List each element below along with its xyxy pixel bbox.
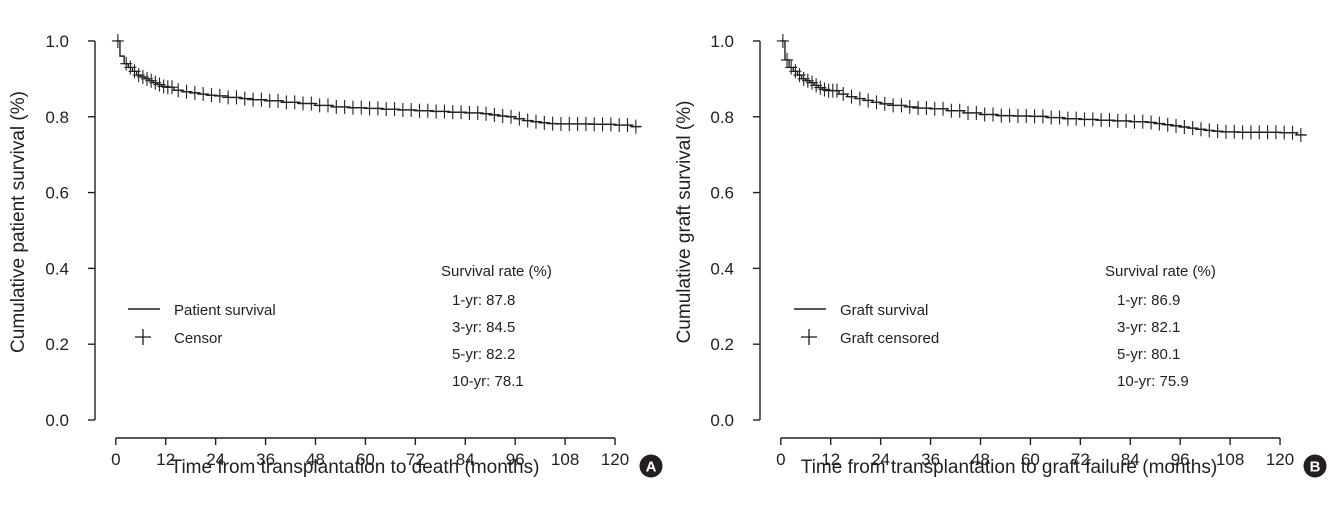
censor-marks [111,33,642,134]
x-tick-label: 24 [206,450,225,469]
km-survival-curve [115,40,641,128]
y-tick-label: 0.0 [45,411,69,430]
survival-rate-3yr: 3-yr: 82.1 [1117,319,1180,336]
x-axis-title: Time from transplantation to graft failu… [801,457,1217,478]
panel-badge-circle [639,454,663,478]
y-tick-label: 1.0 [45,32,69,51]
y-tick-label: 0.2 [710,335,734,354]
legend-label-survival: Graft survival [840,302,928,319]
x-tick-label: 60 [1021,450,1040,469]
survival-rate-10yr: 10-yr: 75.9 [1117,373,1189,390]
y-axis-title: Cumulative graft survival (%) [674,101,695,344]
censor-marks [776,33,1307,142]
y-tick-label: 0.0 [710,411,734,430]
x-tick-label: 108 [551,450,579,469]
legend-label-censor: Censor [174,330,222,347]
axes: 0 12 24 36 48 60 72 84 96 108 120 0.0 0.2 0.4 0.6 0.8 1.… [710,32,1294,469]
survival-rate-box: Survival rate (%) 1-yr: 86.9 3-yr: 82.1 … [1105,263,1216,390]
x-tick-label: 72 [1071,450,1090,469]
y-tick-label: 0.4 [710,259,734,278]
km-survival-curve [780,40,1306,136]
y-tick-label: 0.6 [45,184,69,203]
panel-badge-label: A [646,459,657,476]
x-tick-label: 84 [456,450,475,469]
x-tick-label: 12 [821,450,840,469]
y-axis-title: Cumulative patient survival (%) [8,91,29,353]
x-tick-label: 36 [921,450,940,469]
x-axis-title: Time from transplantation to death (mont… [171,457,540,478]
y-tick-label: 0.8 [710,108,734,127]
survival-rate-5yr: 5-yr: 80.1 [1117,346,1180,363]
survival-rate-title: Survival rate (%) [441,263,552,280]
survival-rate-10yr: 10-yr: 78.1 [452,373,524,390]
y-tick-label: 1.0 [710,32,734,51]
x-tick-label: 36 [256,450,275,469]
x-tick-label: 120 [1266,450,1294,469]
x-tick-label: 0 [111,450,120,469]
x-tick-label: 48 [306,450,325,469]
y-tick-label: 0.8 [45,108,69,127]
panel-a: Cumulative patient survival (%) Time fro… [8,32,663,478]
panel-badge-label: B [1310,459,1321,476]
survival-rate-1yr: 1-yr: 87.8 [452,292,515,309]
y-tick-label: 0.2 [45,335,69,354]
survival-rate-5yr: 5-yr: 82.2 [452,346,515,363]
legend: Graft survival Graft censored [794,302,939,347]
y-tick-label: 0.6 [710,184,734,203]
y-tick-label: 0.4 [45,259,69,278]
x-tick-label: 84 [1121,450,1140,469]
survival-rate-1yr: 1-yr: 86.9 [1117,292,1180,309]
legend-label-survival: Patient survival [174,302,276,319]
axes: 0 12 24 36 48 60 72 84 96 108 120 0.0 0.2 0.4 0.6 0.8 1.… [45,32,629,469]
x-tick-label: 0 [776,450,785,469]
panel-badge: B [1303,454,1327,478]
x-tick-label: 96 [506,450,525,469]
x-tick-label: 48 [971,450,990,469]
legend: Patient survival Censor [128,302,276,347]
x-tick-label: 72 [406,450,425,469]
x-tick-label: 96 [1171,450,1190,469]
survival-rate-box: Survival rate (%) 1-yr: 87.8 3-yr: 84.5 … [441,263,552,390]
x-tick-label: 108 [1216,450,1244,469]
panel-badge-circle [1303,454,1327,478]
x-tick-label: 12 [156,450,175,469]
x-tick-label: 24 [871,450,890,469]
survival-rate-title: Survival rate (%) [1105,263,1216,280]
legend-label-censor: Graft censored [840,330,939,347]
panel-b: Cumulative graft survival (%) Time from … [674,32,1327,478]
survival-rate-3yr: 3-yr: 84.5 [452,319,515,336]
x-tick-label: 60 [356,450,375,469]
panel-badge: A [639,454,663,478]
x-tick-label: 120 [601,450,629,469]
